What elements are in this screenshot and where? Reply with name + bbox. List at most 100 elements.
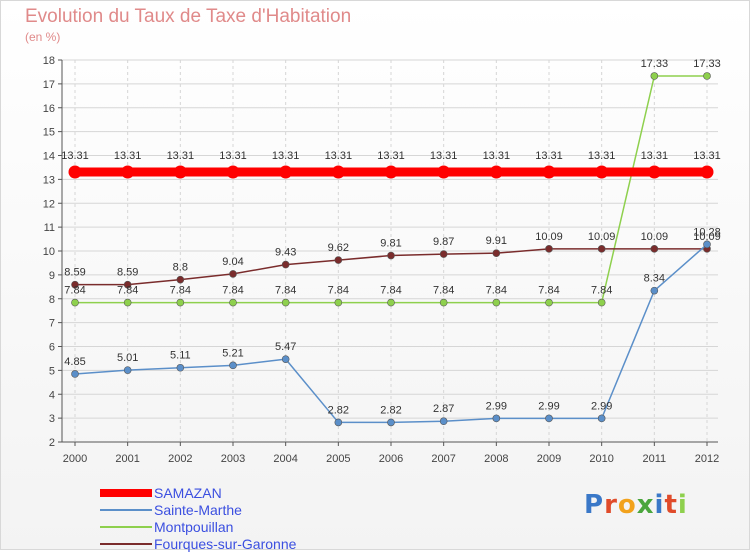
data-point	[489, 165, 503, 179]
legend-swatch-samazan	[100, 489, 152, 497]
data-label: 7.84	[275, 285, 296, 297]
data-label: 7.84	[328, 285, 349, 297]
data-point	[281, 260, 290, 269]
data-point	[281, 298, 290, 307]
data-label: 9.87	[433, 236, 454, 248]
data-point	[176, 363, 185, 372]
data-point	[334, 298, 343, 307]
data-point	[123, 366, 132, 374]
data-point	[439, 250, 448, 258]
y-tick-label: 17	[43, 79, 55, 91]
data-label: 2.82	[380, 404, 401, 416]
data-point	[176, 298, 185, 307]
legend-label-montpouillan: Montpouillan	[154, 519, 234, 535]
data-label: 2.99	[538, 400, 559, 412]
data-point	[71, 298, 79, 307]
data-point	[595, 165, 609, 179]
data-point	[439, 298, 448, 307]
data-point	[226, 165, 240, 179]
x-tick-label: 2004	[273, 453, 297, 465]
legend-swatch-fourques	[100, 543, 152, 545]
logo-letter: o	[617, 490, 637, 520]
data-label: 8.34	[644, 273, 665, 285]
x-tick-label: 2009	[537, 453, 561, 465]
y-tick-label: 2	[49, 437, 55, 449]
data-label: 9.43	[275, 247, 296, 259]
data-point	[492, 298, 501, 307]
data-point	[542, 165, 556, 179]
data-label: 7.84	[64, 285, 85, 297]
legend-swatch-sainte-marthe	[100, 509, 152, 511]
data-point	[123, 280, 132, 289]
data-point	[279, 165, 293, 179]
data-point	[121, 165, 135, 179]
legend-swatch-montpouillan	[100, 526, 152, 528]
x-tick-label: 2005	[326, 453, 350, 465]
data-label: 7.84	[170, 285, 191, 297]
data-point	[173, 165, 187, 179]
data-point	[123, 298, 132, 307]
data-label: 9.81	[380, 238, 401, 250]
data-label: 10.09	[641, 231, 669, 243]
data-point	[68, 165, 82, 179]
data-label: 5.21	[222, 347, 243, 359]
data-label: 7.84	[538, 285, 559, 297]
data-point	[700, 165, 714, 179]
y-tick-label: 4	[49, 389, 55, 401]
data-point	[229, 270, 237, 278]
data-point	[334, 256, 343, 264]
x-tick-label: 2003	[221, 453, 245, 465]
data-point	[229, 361, 237, 370]
data-label: 13.31	[219, 150, 247, 162]
data-point	[492, 249, 501, 257]
data-label: 13.31	[167, 150, 195, 162]
data-point	[334, 418, 343, 427]
data-label: 2.87	[433, 403, 454, 415]
y-tick-label: 7	[49, 318, 55, 330]
y-tick-label: 14	[43, 151, 55, 163]
logo-letter: r	[604, 490, 618, 520]
legend-label-fourques: Fourques-sur-Garonne	[154, 536, 297, 552]
data-label: 4.85	[64, 356, 85, 368]
data-label: 9.91	[486, 235, 507, 247]
data-label: 8.59	[64, 267, 85, 279]
data-label: 8.8	[173, 262, 188, 274]
data-label: 7.84	[222, 285, 243, 297]
chart-subtitle: (en %)	[25, 30, 61, 44]
data-point	[229, 298, 237, 307]
data-point	[597, 245, 606, 253]
data-point	[387, 418, 395, 427]
proxiti-logo: Proxiti	[584, 490, 688, 520]
x-tick-label: 2007	[431, 453, 455, 465]
data-point	[545, 245, 553, 253]
data-point	[650, 72, 659, 80]
data-point	[545, 414, 553, 423]
y-tick-label: 3	[49, 413, 55, 425]
y-tick-label: 6	[49, 342, 55, 354]
y-tick-label: 18	[43, 55, 55, 67]
data-point	[437, 165, 451, 179]
data-label: 13.31	[535, 150, 563, 162]
logo-letter: i	[654, 490, 665, 520]
logo-letter: x	[636, 490, 655, 520]
data-label: 7.84	[433, 285, 454, 297]
data-label: 2.82	[328, 404, 349, 416]
data-label: 10.09	[535, 231, 563, 243]
data-label: 13.31	[693, 150, 721, 162]
x-tick-label: 2002	[168, 453, 192, 465]
data-label: 17.33	[693, 58, 721, 70]
x-tick-label: 2006	[379, 453, 403, 465]
data-label: 10.09	[693, 231, 721, 243]
data-label: 2.99	[486, 400, 507, 412]
data-label: 7.84	[486, 285, 507, 297]
y-tick-label: 11	[44, 222, 55, 234]
y-tick-label: 8	[49, 294, 55, 306]
x-tick-label: 2010	[589, 453, 613, 465]
data-point	[650, 245, 659, 253]
chart-title: Evolution du Taux de Taxe d'Habitation	[25, 6, 352, 27]
y-tick-label: 9	[49, 270, 55, 282]
data-point	[703, 240, 711, 249]
data-point	[281, 355, 290, 363]
x-tick-label: 2012	[695, 453, 719, 465]
data-point	[545, 298, 553, 307]
